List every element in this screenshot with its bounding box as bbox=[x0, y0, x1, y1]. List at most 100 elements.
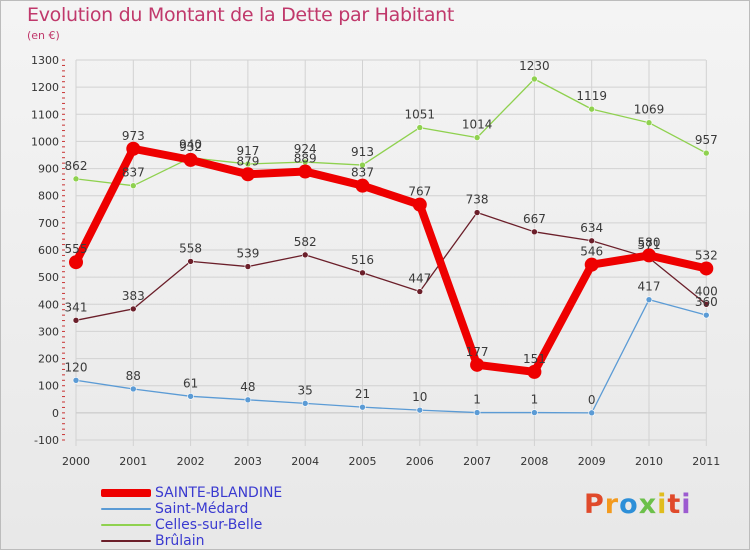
x-tick-label: 2002 bbox=[177, 455, 205, 468]
data-point bbox=[470, 357, 485, 372]
data-point bbox=[69, 255, 83, 270]
data-point bbox=[359, 269, 366, 277]
legend-label-brulain: Brûlain bbox=[155, 533, 205, 549]
data-label: 558 bbox=[179, 241, 202, 255]
legend-item-saint-medard: Saint-Médard bbox=[101, 501, 361, 517]
data-label: 417 bbox=[638, 280, 661, 294]
y-tick-label: 100 bbox=[38, 380, 59, 393]
logo-letter: i bbox=[681, 489, 692, 520]
data-point bbox=[588, 409, 596, 417]
data-point bbox=[130, 305, 137, 313]
grid-layer bbox=[75, 59, 707, 446]
data-label: 1014 bbox=[462, 118, 493, 132]
y-tick-label: 900 bbox=[38, 163, 59, 176]
x-tick-label: 2006 bbox=[406, 455, 434, 468]
data-label: 837 bbox=[351, 166, 374, 180]
logo-letter: i bbox=[657, 489, 668, 520]
data-point bbox=[531, 228, 538, 236]
data-label: 1 bbox=[531, 393, 539, 407]
legend-item-sainte-blandine: SAINTE-BLANDINE bbox=[101, 485, 361, 501]
data-label: 400 bbox=[695, 284, 718, 298]
logo-letter: r bbox=[604, 489, 620, 520]
data-label: 360 bbox=[695, 295, 718, 309]
data-label: 932 bbox=[179, 140, 202, 154]
data-label: 555 bbox=[65, 242, 88, 256]
x-tick-label: 2011 bbox=[692, 455, 720, 468]
data-label: 940 bbox=[179, 138, 202, 152]
legend-swatch-celles-sur-belle bbox=[101, 524, 151, 526]
data-point bbox=[527, 364, 542, 379]
legend-item-brulain: Brûlain bbox=[101, 533, 361, 549]
data-label: 973 bbox=[122, 129, 145, 143]
legend: SAINTE-BLANDINE Saint-Médard Celles-sur-… bbox=[101, 485, 361, 549]
data-point bbox=[130, 182, 137, 189]
data-label: 1230 bbox=[519, 59, 550, 73]
series-line-3 bbox=[75, 211, 707, 321]
logo-letter: t bbox=[667, 489, 682, 520]
axis-layer: -100010020030040050060070080090010001100… bbox=[31, 54, 720, 468]
data-point bbox=[183, 152, 198, 167]
data-label: 61 bbox=[183, 376, 198, 390]
data-label: 10 bbox=[412, 390, 427, 404]
data-point bbox=[301, 400, 309, 407]
data-label: 634 bbox=[580, 221, 603, 235]
data-point bbox=[642, 248, 656, 263]
logo-letter: o bbox=[619, 489, 639, 520]
data-label: 917 bbox=[236, 144, 259, 158]
legend-label-saint-medard: Saint-Médard bbox=[155, 501, 249, 517]
data-label-layer: 862 837 940 917 924 913 1051 1014 1230 1119 1069 95… bbox=[65, 59, 718, 407]
data-point bbox=[645, 296, 653, 303]
data-point bbox=[473, 209, 481, 216]
y-tick-label: 200 bbox=[38, 353, 59, 366]
data-point bbox=[473, 134, 481, 141]
logo-letter: P bbox=[584, 489, 605, 520]
data-point bbox=[584, 257, 599, 272]
data-point bbox=[473, 409, 481, 416]
data-label: 1 bbox=[473, 393, 481, 407]
data-label: 383 bbox=[122, 289, 145, 303]
data-point bbox=[187, 392, 194, 400]
data-label: 1119 bbox=[576, 89, 607, 103]
data-point bbox=[702, 311, 710, 319]
data-point bbox=[187, 258, 194, 265]
legend-swatch-sainte-blandine bbox=[101, 489, 151, 497]
data-point bbox=[72, 316, 80, 324]
series-line-0 bbox=[72, 144, 711, 376]
data-point bbox=[126, 141, 141, 156]
legend-label-celles-sur-belle: Celles-sur-Belle bbox=[155, 517, 263, 533]
x-tick-label: 2001 bbox=[119, 455, 147, 468]
data-label: 582 bbox=[294, 235, 317, 249]
data-point bbox=[355, 178, 370, 193]
data-point bbox=[645, 119, 653, 126]
data-point bbox=[416, 124, 424, 131]
data-label: 532 bbox=[695, 248, 718, 262]
data-label: 879 bbox=[236, 154, 259, 168]
data-point bbox=[244, 396, 252, 404]
data-point bbox=[531, 75, 538, 83]
data-point bbox=[531, 409, 538, 416]
y-tick-label: 1200 bbox=[31, 81, 59, 94]
x-tick-label: 2007 bbox=[463, 455, 491, 468]
data-label: 546 bbox=[580, 245, 603, 259]
chart-title: Evolution du Montant de la Dette par Hab… bbox=[27, 4, 455, 26]
data-point bbox=[412, 197, 427, 212]
series-layer bbox=[69, 75, 714, 417]
y-tick-label: 1000 bbox=[31, 135, 59, 148]
x-tick-label: 2003 bbox=[234, 455, 262, 468]
y-tick-label: 800 bbox=[38, 190, 59, 203]
data-label: 539 bbox=[236, 247, 259, 261]
data-point bbox=[416, 288, 424, 295]
x-tick-label: 2004 bbox=[291, 455, 319, 468]
y-tick-label: 300 bbox=[38, 325, 59, 338]
data-point bbox=[699, 261, 714, 276]
data-point bbox=[130, 385, 137, 393]
data-point bbox=[72, 376, 80, 384]
x-tick-label: 2010 bbox=[635, 455, 663, 468]
data-label: 88 bbox=[126, 369, 141, 383]
legend-swatch-brulain bbox=[101, 540, 151, 542]
y-tick-label: 600 bbox=[38, 244, 59, 257]
data-label: 767 bbox=[408, 185, 431, 199]
x-tick-label: 2000 bbox=[62, 455, 90, 468]
data-label: 837 bbox=[122, 166, 145, 180]
